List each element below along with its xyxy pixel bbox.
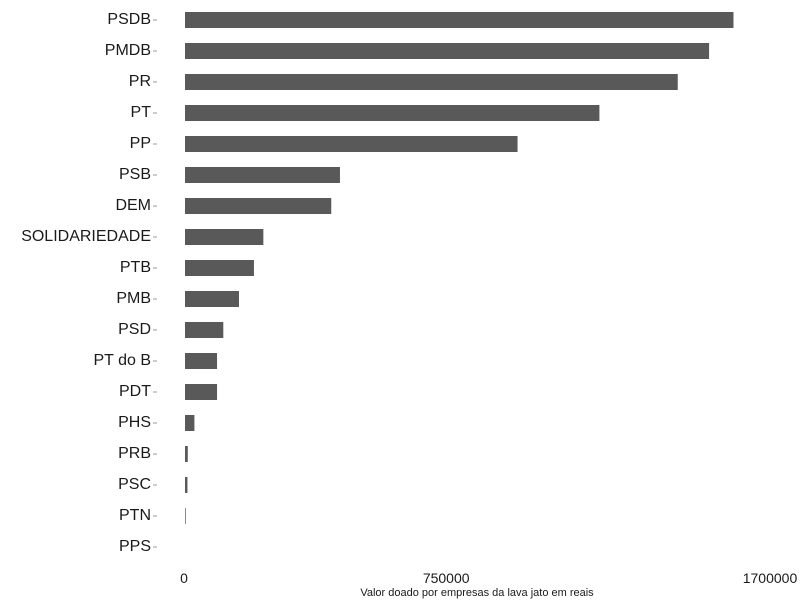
x-tick-label: 750000	[423, 570, 470, 586]
category-label-pt-do-b: PT do B	[93, 352, 151, 369]
x-axis-title: Valor doado por empresas da lava jato em…	[360, 587, 594, 599]
bar-pr	[185, 74, 678, 90]
category-label-pp: PP	[130, 135, 151, 152]
category-label-pps: PPS	[119, 538, 151, 555]
bar-dem	[185, 198, 332, 214]
category-label-phs: PHS	[118, 414, 151, 431]
category-label-pmb: PMB	[116, 290, 151, 307]
bar-pp	[185, 136, 518, 152]
bar-pt-do-b	[185, 353, 218, 369]
category-label-psb: PSB	[119, 166, 151, 183]
bar-solidariedade	[185, 229, 264, 245]
category-label-psc: PSC	[118, 476, 151, 493]
bar-psb	[185, 167, 340, 183]
category-label-prb: PRB	[118, 445, 151, 462]
x-tick-labels-group: 0 750000 1700000	[180, 570, 797, 586]
bar-pt	[185, 105, 600, 121]
x-tick-label: 0	[180, 570, 188, 586]
category-label-ptn: PTN	[119, 507, 151, 524]
bar-ptn	[185, 508, 186, 524]
category-label-ptb: PTB	[120, 259, 151, 276]
x-tick-label: 1700000	[743, 570, 798, 586]
bars-group	[185, 12, 734, 524]
bar-psc	[185, 477, 188, 493]
bar-phs	[185, 415, 195, 431]
bar-pmdb	[185, 43, 710, 59]
category-label-pt: PT	[131, 104, 152, 121]
category-labels-group: PSDB PMDB PR PT PP PSB DEM SOLIDARIEDADE PTB PMB P…	[21, 11, 151, 555]
category-label-dem: DEM	[115, 197, 151, 214]
category-label-solidariedade: SOLIDARIEDADE	[21, 228, 151, 245]
category-label-pdt: PDT	[119, 383, 151, 400]
bar-prb	[185, 446, 188, 462]
category-label-pmdb: PMDB	[105, 42, 151, 59]
y-tick-marks-group	[153, 19, 157, 548]
category-label-psd: PSD	[118, 321, 151, 338]
category-label-pr: PR	[129, 73, 151, 90]
category-label-psdb: PSDB	[107, 11, 151, 28]
bar-psdb	[185, 12, 734, 28]
bar-pmb	[185, 291, 239, 307]
bar-psd	[185, 322, 224, 338]
bar-pdt	[185, 384, 218, 400]
bar-ptb	[185, 260, 254, 276]
